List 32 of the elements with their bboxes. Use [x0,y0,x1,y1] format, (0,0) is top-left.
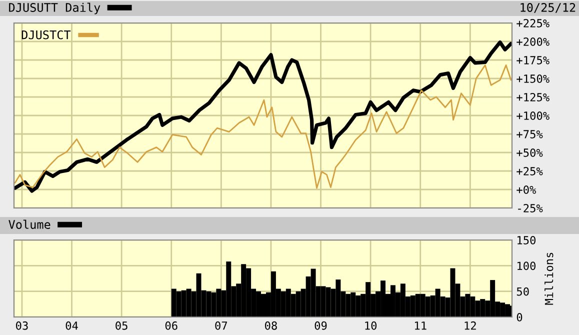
y-tick-label: 150 [518,236,536,244]
y-axis-title: Millions [544,252,554,305]
y-tick-label: +75% [516,130,543,138]
x-tick-label: 11 [415,322,426,330]
y-tick-label: +125% [516,93,550,102]
line-series [14,40,512,193]
y-tick-label: +50% [516,148,543,157]
x-tick-label: 12 [464,321,476,330]
x-tick-label: 06 [165,321,178,330]
y-tick-label: +100% [516,112,550,120]
legend-label: DJUSUTT Daily [9,2,100,14]
x-tick-label: 03 [16,321,28,330]
x-tick-label: 05 [116,321,128,330]
x-tick-label: 10 [365,321,377,330]
y-tick-label: 0 [516,313,522,322]
y-tick-label: +200% [516,38,550,46]
text: 10/25/12 [520,3,576,13]
y-tick-label: +175% [516,56,550,64]
x-tick-label: 09 [314,321,327,330]
x-tick-label: 04 [66,321,78,330]
legend-label: DJUSTCT [22,30,71,40]
y-tick-label: +225% [516,19,550,28]
y-tick-label: 100 [518,262,536,270]
legend-label: Volume [8,220,50,229]
x-tick-label: 08 [265,321,277,330]
y-tick-label: +0% [516,186,536,194]
line-series [14,64,512,189]
y-tick-label: +25% [516,167,543,176]
y-tick-label: -25% [518,204,543,212]
y-tick-label: 50 [516,287,529,296]
y-tick-label: +150% [516,74,550,83]
x-tick-label: 07 [215,321,228,330]
